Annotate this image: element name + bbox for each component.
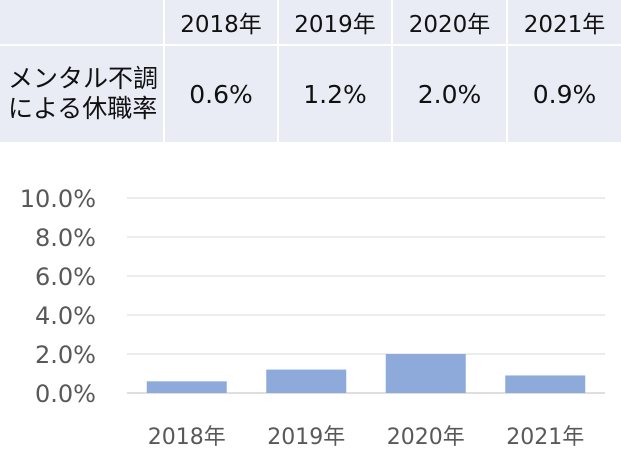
table-year-header: 2021年	[507, 0, 621, 46]
table-corner-cell	[0, 0, 165, 46]
bar	[266, 369, 347, 393]
y-tick-label: 0.0%	[35, 380, 96, 408]
table-row-label: メンタル不調 による休職率	[0, 45, 165, 144]
y-tick-label: 10.0%	[20, 185, 96, 213]
y-tick-label: 6.0%	[35, 263, 96, 291]
table-value-cell: 1.2%	[278, 45, 393, 144]
x-tick-label: 2019年	[267, 425, 345, 450]
row-label-line: による休職率	[8, 94, 158, 123]
bar	[146, 381, 227, 393]
bar	[385, 354, 466, 393]
rate-table: 2018年 2019年 2020年 2021年 メンタル不調 による休職率 0.…	[0, 0, 621, 144]
table-value-cell: 0.9%	[507, 45, 621, 144]
x-tick-label: 2020年	[387, 425, 465, 450]
table-year-header: 2018年	[164, 0, 279, 46]
table-year-header: 2019年	[278, 0, 393, 46]
x-tick-label: 2021年	[506, 425, 584, 450]
table-year-header: 2020年	[392, 0, 508, 46]
y-tick-label: 8.0%	[35, 224, 96, 252]
table-header-row: 2018年 2019年 2020年 2021年	[0, 0, 621, 46]
row-label-line: メンタル不調	[8, 64, 159, 93]
x-tick-label: 2018年	[148, 425, 226, 450]
table-row: メンタル不調 による休職率 0.6% 1.2% 2.0% 0.9%	[0, 45, 621, 144]
bar	[505, 375, 586, 393]
table-value-cell: 2.0%	[392, 45, 508, 144]
y-tick-label: 2.0%	[35, 341, 96, 369]
table-value-cell: 0.6%	[164, 45, 279, 144]
y-tick-label: 4.0%	[35, 302, 96, 330]
